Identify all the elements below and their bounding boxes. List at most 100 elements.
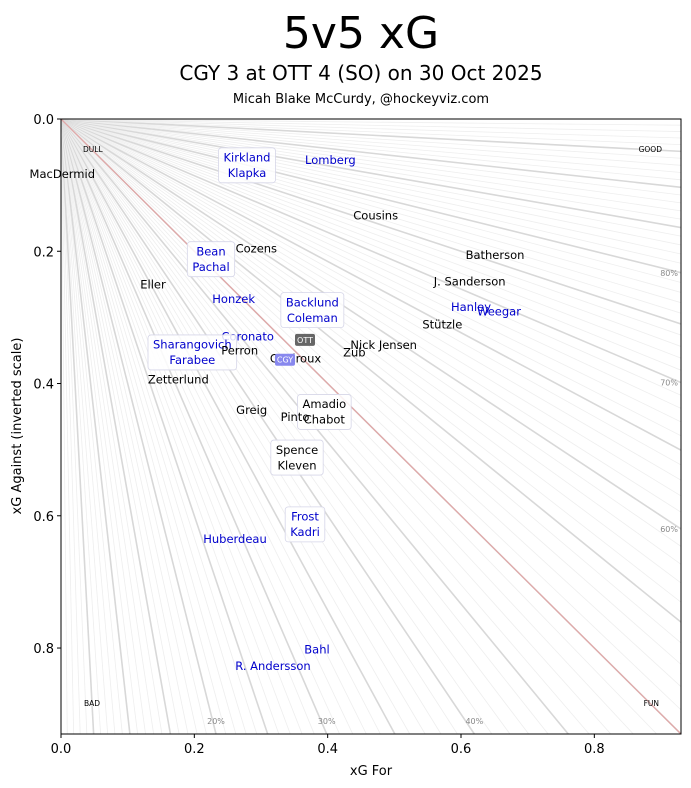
share-line [61, 119, 681, 371]
share-line [61, 119, 303, 734]
player-name: J. Sanderson [433, 275, 506, 289]
share-line [61, 119, 681, 513]
share-line [61, 119, 681, 530]
player-name: Huberdeau [203, 532, 267, 546]
share-line [61, 119, 681, 274]
team-markers: OTT CGY [275, 333, 315, 366]
percent-label: 80% [660, 269, 678, 278]
share-line [61, 119, 681, 396]
player-label: Zetterlund [148, 373, 209, 387]
player-box [218, 147, 276, 184]
player-name: Coleman [287, 311, 338, 325]
y-tick-label: 0.4 [33, 378, 54, 393]
player-label: Greig [236, 403, 267, 417]
share-line [61, 119, 681, 166]
player-name: Cousins [353, 209, 398, 223]
percent-label: 30% [318, 717, 336, 726]
player-label: Backlund Coleman [280, 292, 345, 329]
share-line [61, 119, 189, 734]
corner-labels: DULL GOOD BAD FUN [83, 145, 662, 708]
share-line [61, 119, 681, 359]
share-line [61, 119, 681, 255]
share-line [61, 119, 681, 497]
player-label: Pinto [281, 410, 310, 424]
share-line [61, 119, 681, 304]
share-line [61, 119, 227, 734]
player-label: J. Sanderson [433, 275, 506, 289]
y-tick-label: 0.2 [33, 245, 54, 260]
player-name: Kirkland [224, 151, 271, 165]
share-line [61, 119, 155, 734]
x-tick-label: 0.0 [51, 742, 72, 757]
player-label: Bean Pachal [186, 241, 236, 278]
share-line [61, 119, 681, 181]
player-box [280, 292, 345, 329]
player-label: Bahl [304, 642, 329, 656]
player-label: R. Andersson [235, 659, 310, 673]
share-line [61, 119, 681, 481]
player-name: Bahl [304, 642, 329, 656]
share-line [61, 119, 681, 336]
x-tick-label: 0.4 [317, 742, 338, 757]
share-line [61, 119, 681, 584]
player-label: Eller [140, 277, 166, 291]
share-line [61, 119, 681, 466]
share-line [61, 119, 681, 237]
share-line [61, 119, 681, 409]
share-line [61, 119, 681, 173]
share-line [61, 119, 426, 734]
player-box [147, 334, 238, 371]
share-line [61, 119, 237, 734]
y-tick-label: 0.8 [33, 642, 54, 657]
player-name: Perron [221, 343, 258, 357]
share-line [61, 119, 681, 246]
share-line [61, 119, 681, 146]
share-line [61, 119, 340, 734]
share-line [61, 119, 396, 734]
team-marker-label: CGY [277, 356, 293, 365]
share-line [61, 119, 123, 734]
team-marker-box [275, 353, 295, 366]
corner-label-dull: DULL [83, 145, 103, 154]
share-line [61, 119, 258, 734]
chart-subtitle: CGY 3 at OTT 4 (SO) on 30 Oct 2025 [179, 61, 542, 85]
chart-title: 5v5 xG [283, 8, 439, 59]
team-marker-label: OTT [297, 336, 313, 345]
share-line [61, 119, 247, 734]
share-line [61, 119, 411, 734]
y-axis-ticks: 0.0 0.2 0.4 0.6 0.8 [33, 113, 61, 657]
share-line [61, 119, 75, 734]
chart-credit: Micah Blake McCurdy, @hockeyviz.com [233, 92, 489, 107]
share-line [61, 119, 269, 734]
player-name: Kadri [290, 525, 320, 539]
share-line [61, 119, 95, 734]
share-line [61, 119, 131, 734]
player-name: Farabee [169, 353, 215, 367]
y-tick-label: 0.0 [33, 113, 54, 128]
player-name: Batherson [466, 248, 525, 262]
share-line [61, 119, 681, 347]
share-line [61, 119, 101, 734]
player-name: Chabot [304, 413, 346, 427]
share-line [61, 119, 681, 229]
share-line [61, 119, 381, 734]
player-name: Honzek [212, 292, 255, 306]
player-label: Cozens [236, 242, 277, 256]
share-line [61, 119, 681, 565]
share-line [61, 119, 681, 212]
diagonal-line [60, 118, 682, 735]
team-marker: CGY [275, 353, 295, 366]
share-line [61, 119, 681, 139]
share-line [61, 119, 681, 264]
player-label: Lomberg [305, 153, 356, 167]
share-line [61, 119, 681, 132]
share-line [61, 119, 681, 711]
share-line [61, 119, 681, 665]
player-name: Pinto [281, 410, 310, 424]
y-tick-label: 0.6 [33, 510, 54, 525]
x-axis-label: xG For [350, 764, 393, 779]
